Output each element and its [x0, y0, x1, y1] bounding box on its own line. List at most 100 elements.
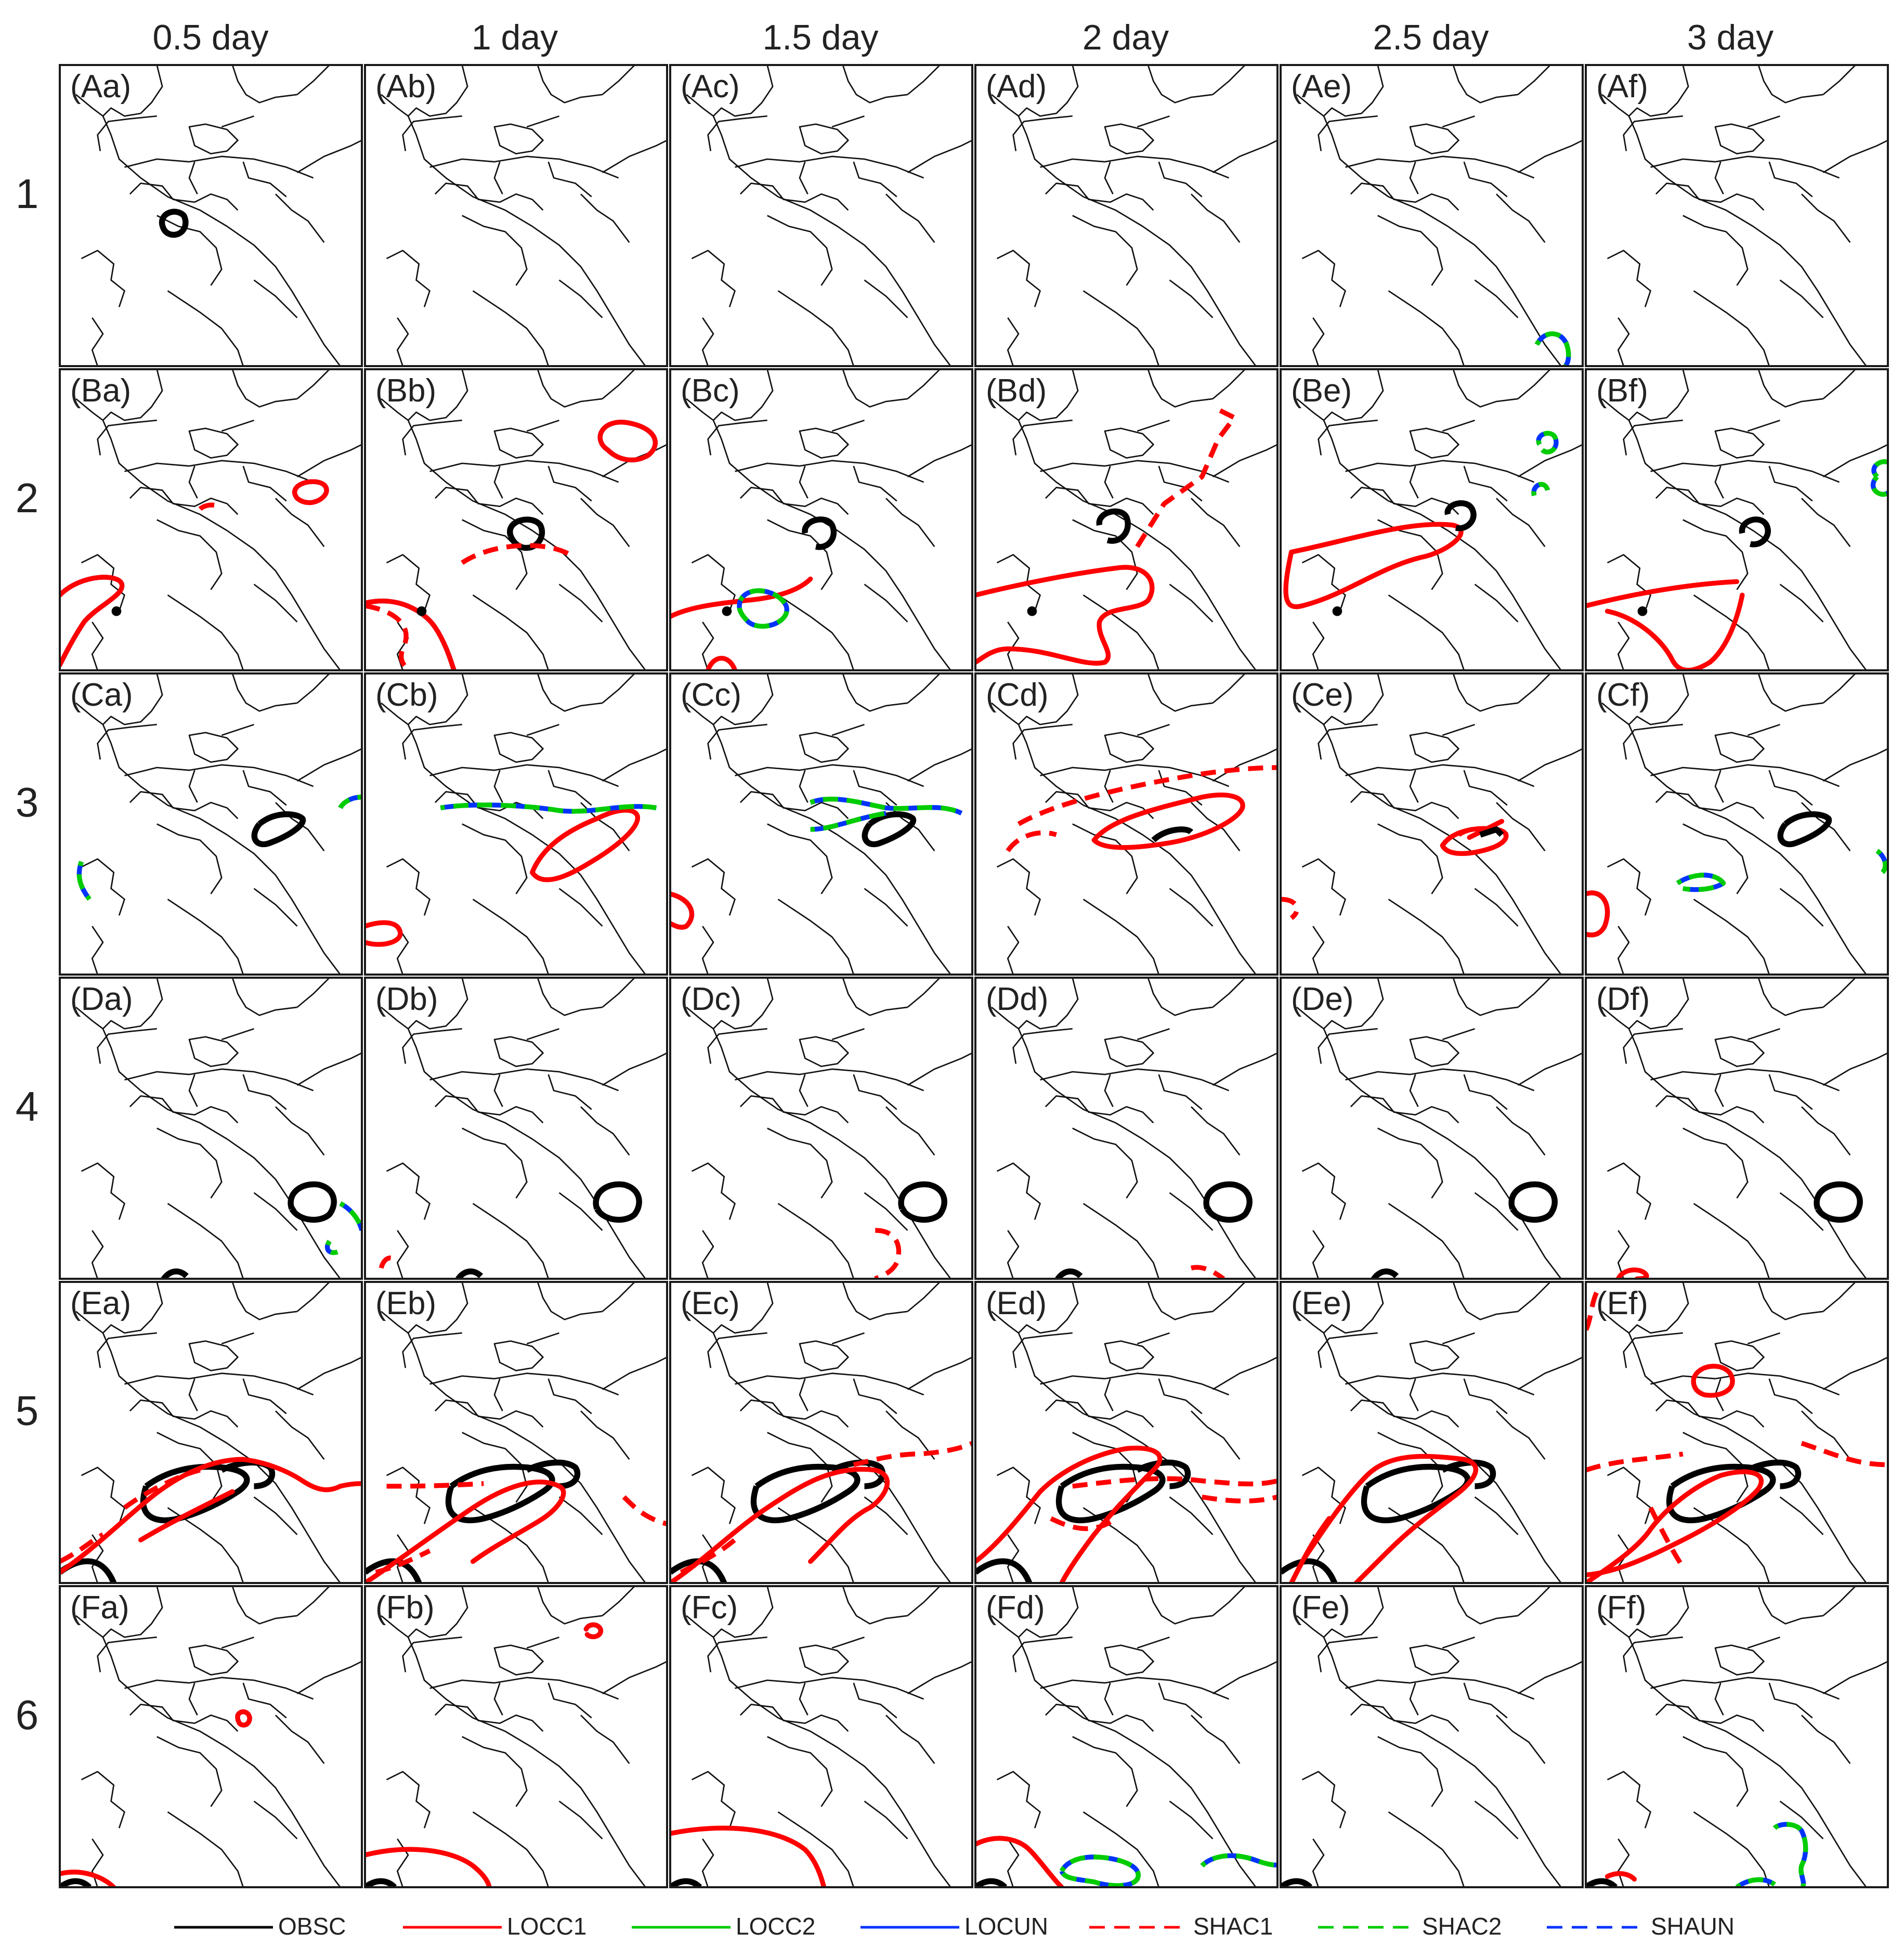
boundary-line — [434, 1095, 544, 1124]
boundary-line — [1517, 1283, 1550, 1312]
boundary-line — [1474, 1496, 1519, 1535]
boundary-line — [1072, 1736, 1138, 1807]
shac1-contour — [1050, 1476, 1276, 1532]
boundary-line — [97, 115, 157, 151]
panel-frame — [59, 977, 363, 1280]
boundary-line — [1463, 1378, 1508, 1415]
boundary-line — [1147, 1283, 1213, 1320]
boundary-line — [1747, 115, 1780, 128]
boundary-line — [167, 290, 244, 365]
boundary-line — [493, 161, 503, 194]
boundary-line — [1045, 1704, 1154, 1732]
boundary-line — [831, 1028, 865, 1041]
map-panel: (Cc) — [669, 672, 973, 976]
boundary-line — [242, 1378, 287, 1415]
boundary-line — [1409, 1074, 1419, 1107]
boundary-line — [124, 1677, 314, 1700]
boundary-line — [1714, 1074, 1724, 1107]
boundary-map — [991, 66, 1276, 365]
boundary-line — [701, 621, 714, 669]
boundary-line — [408, 1587, 468, 1638]
map-panel: (Bb) — [364, 368, 668, 671]
boundary-line — [1442, 723, 1475, 736]
legend-label-locc2: LOCC2 — [736, 1913, 815, 1940]
shac2-contour — [1059, 1853, 1276, 1886]
boundary-line — [1350, 1399, 1459, 1428]
boundary-line — [1650, 155, 1840, 179]
boundary-line — [81, 858, 125, 916]
boundary-line — [1083, 1203, 1159, 1278]
boundary-line — [1007, 1534, 1020, 1582]
panel-label: (Ee) — [1291, 1286, 1352, 1321]
boundary-line — [799, 161, 808, 194]
boundary-line — [602, 1053, 666, 1086]
shac1-contour — [1190, 1265, 1225, 1278]
obsc-contour — [1777, 811, 1832, 848]
boundary-line — [526, 1028, 559, 1041]
boundary-line — [97, 723, 157, 760]
boundary-line — [1350, 791, 1459, 820]
boundary-line — [907, 140, 971, 173]
boundary-line — [580, 1410, 630, 1460]
boundary-line — [275, 1410, 325, 1460]
locc1-contour — [1691, 1364, 1735, 1398]
boundary-line — [124, 1372, 314, 1396]
boundary-line — [1714, 1682, 1724, 1716]
boundary-line — [1137, 1028, 1170, 1041]
boundary-line — [188, 1378, 198, 1411]
boundary-line — [493, 465, 503, 499]
boundary-line — [188, 427, 239, 459]
map-panel: (Ef) — [1585, 1281, 1889, 1584]
boundary-line — [1104, 1644, 1154, 1676]
boundary-line — [1301, 250, 1346, 307]
legend: OBSC LOCC1 LOCC2 LOCUN SHAC1 SHAC2 SHAUN — [174, 1913, 1735, 1940]
boundary-line — [580, 1715, 630, 1765]
shac1-contour — [1135, 405, 1237, 548]
boundary-line — [386, 250, 431, 307]
legend-label-obsc: OBSC — [278, 1913, 346, 1940]
boundary-line — [1388, 290, 1465, 365]
boundary-line — [691, 858, 736, 916]
boundary-line — [1779, 888, 1824, 927]
boundary-line — [1601, 1311, 1867, 1582]
map-panel: (Ed) — [974, 1281, 1279, 1584]
boundary-line — [1474, 888, 1519, 927]
panel-label: (Bd) — [986, 373, 1047, 409]
boundary-line — [1169, 279, 1214, 318]
boundary-line — [602, 979, 635, 1008]
boundary-line — [1617, 621, 1630, 669]
panel-frame — [669, 977, 973, 1280]
boundary-line — [1822, 1357, 1887, 1390]
boundary-line — [381, 398, 646, 669]
boundary-line — [167, 1811, 244, 1886]
boundary-line — [713, 1283, 774, 1334]
boundary-line — [402, 419, 462, 456]
boundary-line — [242, 465, 287, 502]
map-panel: (De) — [1280, 977, 1584, 1280]
boundary-line — [842, 1587, 908, 1625]
column-label: 2 day — [1083, 18, 1169, 57]
map-panel: (Fc) — [669, 1585, 973, 1888]
boundary-line — [1517, 748, 1582, 782]
boundary-line — [493, 1340, 544, 1371]
panel-frame — [974, 1585, 1279, 1888]
boundary-line — [885, 498, 935, 548]
boundary-line — [1296, 1311, 1561, 1582]
boundary-line — [1623, 115, 1683, 151]
shac1-contour — [375, 1481, 666, 1575]
boundary-line — [1409, 1644, 1459, 1676]
locc1-contour — [1299, 1454, 1478, 1582]
boundary-line — [1409, 123, 1459, 154]
boundary-line — [996, 1771, 1041, 1828]
boundary-line — [558, 1800, 603, 1839]
boundary-line — [1758, 1283, 1823, 1320]
boundary-line — [242, 1074, 287, 1110]
boundary-line — [1453, 674, 1518, 712]
boundary-line — [493, 427, 544, 459]
boundary-line — [242, 161, 287, 198]
boundary-line — [493, 1682, 503, 1716]
boundary-line — [537, 370, 603, 408]
locc1-contour — [366, 920, 403, 947]
panel-frame — [1585, 672, 1889, 976]
boundary-line — [1018, 674, 1079, 725]
